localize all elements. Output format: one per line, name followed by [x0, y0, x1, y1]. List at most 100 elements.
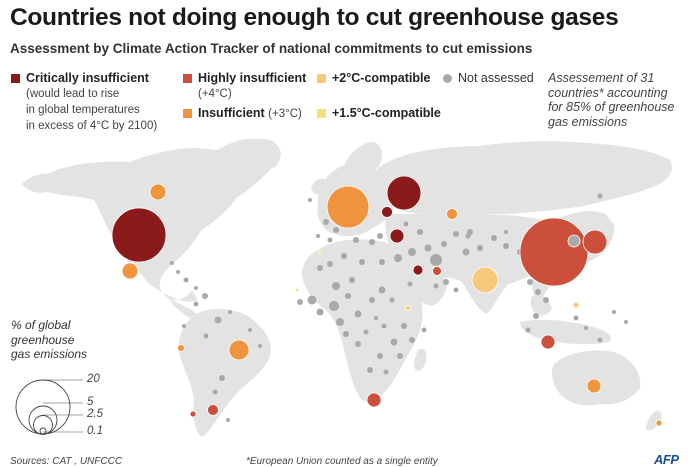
afp-logo: AFP [654, 452, 679, 467]
not-assessed-dot [389, 297, 395, 303]
page-title: Countries not doing enough to cut greenh… [10, 4, 619, 31]
not-assessed-dot [203, 333, 209, 339]
size-circle-5 [28, 405, 58, 435]
land-africa [302, 239, 423, 402]
bubble-united-states [111, 207, 167, 263]
not-assessed-dot [535, 289, 541, 295]
bubble-chile [189, 410, 197, 418]
bubble-new-zealand [655, 419, 663, 427]
bubble-saudi-arabia [432, 266, 442, 276]
not-assessed-dot [503, 243, 509, 249]
not-assessed-dot [421, 327, 427, 333]
legend-1-5c: +1.5°C-compatible [317, 106, 441, 121]
not-assessed-dot [202, 293, 208, 299]
not-assessed-dot [248, 328, 252, 332]
land-alaska [22, 173, 56, 193]
page-subtitle: Assessment by Climate Action Tracker of … [10, 41, 533, 56]
bubble-eu [326, 185, 370, 229]
bubble-china [519, 217, 589, 287]
legend-insufficient-swatch [183, 109, 192, 118]
not-assessed-dot [441, 241, 447, 247]
bubble-indonesia [540, 334, 556, 350]
not-assessed-dot [258, 344, 262, 348]
not-assessed-dot [345, 293, 351, 299]
not-assessed-dot [527, 279, 533, 285]
not-assessed-dot [394, 254, 402, 262]
size-legend-title: % of global greenhouse gas emissions [11, 318, 121, 362]
bubble-morocco [317, 249, 323, 255]
size-circle-2.5 [33, 415, 53, 435]
legend-insufficient-desc: (+3°C) [268, 108, 302, 120]
land-australia [552, 350, 641, 406]
size-label-20: 20 [87, 373, 100, 385]
land-greenland [218, 138, 281, 174]
bubble-russia [386, 175, 422, 211]
legend-critically-desc-1: (would lead to rise [26, 88, 120, 100]
not-assessed-dot [343, 331, 349, 337]
land-indonesia [520, 319, 612, 345]
note-line-2: countries* accounting [548, 85, 668, 100]
legend-highly-swatch [183, 74, 192, 83]
size-label-2-5: 2.5 [87, 408, 103, 420]
not-assessed-dot [355, 341, 361, 347]
not-assessed-dot [308, 198, 312, 202]
not-assessed-dot [462, 248, 470, 256]
legend-critically-desc-2: in global temperatures [26, 104, 140, 116]
legend-not-assessed-swatch [443, 74, 452, 83]
legend-critically-swatch [11, 74, 20, 83]
legend-critically: Critically insufficient (would lead to r… [11, 71, 157, 134]
note-line-3: for 85% of greenhouse [548, 100, 675, 114]
not-assessed-dot [316, 234, 320, 238]
not-assessed-dot [408, 248, 416, 256]
bubble-australia [586, 378, 602, 394]
not-assessed-dot [341, 253, 347, 259]
not-assessed-dot [212, 389, 218, 395]
not-assessed-dot [407, 281, 413, 287]
bubble-argentina [207, 404, 219, 416]
land-masses [22, 138, 672, 437]
bubble-japan [582, 229, 608, 255]
land-south-america [178, 308, 271, 437]
land-central-america [168, 298, 198, 319]
not-assessed-dot [333, 227, 339, 233]
not-assessed-dot [176, 270, 180, 274]
not-assessed-dot [430, 254, 442, 266]
not-assessed-dot [433, 283, 439, 289]
legend-2c-swatch [317, 74, 326, 83]
not-assessed-dot [465, 233, 471, 239]
not-assessed-dot [453, 287, 459, 293]
size-circle-20 [15, 379, 71, 435]
not-assessed-dot [316, 308, 324, 316]
not-assessed-dot [383, 369, 389, 375]
size-label-0-1: 0.1 [87, 425, 103, 437]
not-assessed-dot [317, 265, 323, 271]
bubble-ethiopia [405, 305, 411, 311]
not-assessed-dot [363, 329, 369, 335]
bubble-gambia [294, 287, 300, 293]
not-assessed-dot [369, 297, 375, 303]
not-assessed-dot [327, 237, 333, 243]
not-assessed-dot [533, 313, 539, 319]
legend-not-assessed-label: Not assessed [458, 71, 534, 85]
country-bubbles [111, 175, 663, 427]
bubble-korea [567, 234, 581, 248]
legend-2c: +2°C-compatible [317, 71, 430, 86]
not-assessed-dot [182, 324, 186, 328]
bubble-kazakhstan [446, 208, 458, 220]
not-assessed-dot [584, 326, 588, 330]
size-title-line-3: gas emissions [11, 347, 88, 361]
not-assessed-dot [378, 286, 386, 294]
not-assessed-dot [573, 315, 579, 321]
land-russia [378, 141, 672, 214]
legend-highly: Highly insufficient (+4°C) [183, 71, 306, 102]
size-title-line-2: greenhouse [11, 332, 75, 347]
not-assessed-dot [228, 310, 232, 314]
not-assessed-dot [297, 299, 303, 305]
not-assessed-dot [377, 233, 383, 239]
size-circle-0.1 [39, 427, 47, 435]
bubble-mexico [121, 262, 139, 280]
not-assessed-dot [193, 301, 199, 307]
not-assessed-dot [323, 219, 329, 225]
not-assessed-dot [504, 230, 508, 234]
not-assessed-dot [367, 367, 373, 373]
